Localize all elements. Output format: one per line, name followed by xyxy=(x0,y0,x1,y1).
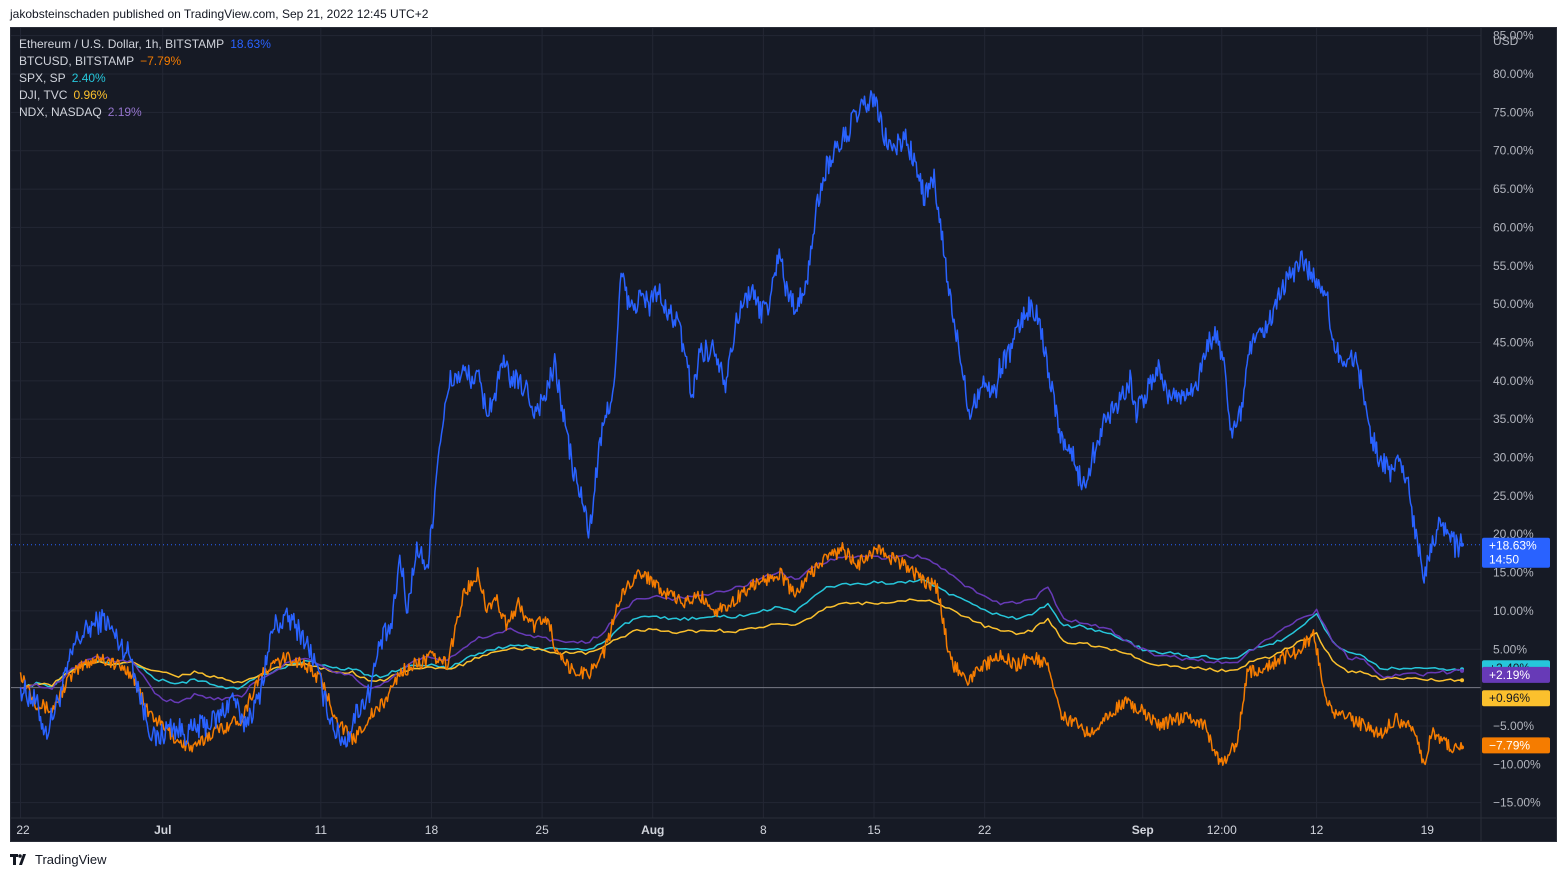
tradingview-logo-text: TradingView xyxy=(35,852,107,867)
legend-name-spx: SPX, SP xyxy=(19,71,66,85)
tradingview-logo-icon xyxy=(10,853,26,865)
series-last-point-btc xyxy=(1460,745,1465,750)
price-badge-dji xyxy=(1482,690,1550,707)
y-tick-label: 5.00% xyxy=(1493,642,1527,656)
legend-value-dji: 0.96% xyxy=(73,88,108,102)
x-tick-label: 8 xyxy=(760,823,767,837)
price-badge-text-eth: +18.63% xyxy=(1489,539,1537,553)
series-last-point-ndx xyxy=(1460,668,1465,673)
legend-value-ndx: 2.19% xyxy=(107,105,142,119)
x-tick-label: 11 xyxy=(315,823,328,837)
legend-row-spx[interactable]: SPX, SP 2.40% xyxy=(19,70,271,87)
legend-name-dji: DJI, TVC xyxy=(19,88,68,102)
y-tick-label: 50.00% xyxy=(1493,297,1534,311)
x-tick-label: 12:00 xyxy=(1207,823,1237,837)
y-tick-label: 80.00% xyxy=(1493,67,1534,81)
x-tick-label: Aug xyxy=(641,823,664,837)
price-badge-text-ndx: +2.19% xyxy=(1489,668,1530,682)
y-tick-label: 85.00% xyxy=(1493,29,1534,43)
price-badge-text-btc: −7.79% xyxy=(1489,738,1530,752)
y-tick-label: 35.00% xyxy=(1493,412,1534,426)
y-tick-label: 15.00% xyxy=(1493,566,1534,580)
y-tick-label: 40.00% xyxy=(1493,374,1534,388)
x-tick-label: Sep xyxy=(1132,823,1154,837)
series-last-point-dji xyxy=(1460,678,1465,683)
y-tick-label: 20.00% xyxy=(1493,527,1534,541)
x-tick-label: 22 xyxy=(16,823,30,837)
y-tick-label: −15.00% xyxy=(1493,796,1541,810)
price-badge-time-eth: 14:50 xyxy=(1489,553,1519,567)
legend-name-ndx: NDX, NASDAQ xyxy=(19,105,102,119)
legend-row-ndx[interactable]: NDX, NASDAQ 2.19% xyxy=(19,104,271,121)
publisher-line: jakobsteinschaden published on TradingVi… xyxy=(10,7,429,21)
series-last-point-eth xyxy=(1460,542,1465,547)
y-tick-label: 70.00% xyxy=(1493,144,1534,158)
price-badge-text-dji: +0.96% xyxy=(1489,691,1530,705)
legend-name-eth: Ethereum / U.S. Dollar, 1h, BITSTAMP xyxy=(19,37,225,51)
series-line-eth[interactable] xyxy=(19,90,1463,748)
y-tick-label: 25.00% xyxy=(1493,489,1534,503)
legend-row-dji[interactable]: DJI, TVC 0.96% xyxy=(19,87,271,104)
legend: Ethereum / U.S. Dollar, 1h, BITSTAMP 18.6… xyxy=(19,36,271,121)
y-tick-label: 30.00% xyxy=(1493,451,1534,465)
y-axis-unit: USD xyxy=(1493,34,1519,48)
price-badge-eth xyxy=(1482,537,1550,568)
y-tick-label: −5.00% xyxy=(1493,719,1534,733)
series-line-spx[interactable] xyxy=(20,578,1463,690)
legend-row-btc[interactable]: BTCUSD, BITSTAMP −7.79% xyxy=(19,53,271,70)
legend-row-eth[interactable]: Ethereum / U.S. Dollar, 1h, BITSTAMP 18.6… xyxy=(19,36,271,53)
series-line-btc[interactable] xyxy=(19,541,1463,766)
tradingview-footer[interactable]: TradingView xyxy=(10,852,107,867)
y-tick-label: 60.00% xyxy=(1493,220,1534,234)
series-line-ndx[interactable] xyxy=(20,554,1463,704)
chart-area[interactable]: 85.00% 80.00% 75.00% 70.00% 65.00% 60.00% 55.0… xyxy=(10,27,1557,842)
legend-value-spx: 2.40% xyxy=(71,71,106,85)
x-tick-label: 25 xyxy=(535,823,549,837)
y-tick-label: 65.00% xyxy=(1493,182,1534,196)
x-tick-label: 19 xyxy=(1421,823,1435,837)
legend-name-btc: BTCUSD, BITSTAMP xyxy=(19,54,135,68)
legend-value-btc: −7.79% xyxy=(140,54,182,68)
x-tick-label: 18 xyxy=(425,823,439,837)
chart-svg[interactable]: 85.00%80.00%75.00%70.00%65.00%60.00%55.0… xyxy=(11,28,1556,841)
x-tick-label: Jul xyxy=(154,823,171,837)
y-tick-label: −10.00% xyxy=(1493,757,1541,771)
y-tick-label: 10.00% xyxy=(1493,604,1534,618)
x-tick-label: 12 xyxy=(1310,823,1324,837)
legend-value-eth: 18.63% xyxy=(230,37,271,51)
y-tick-label: 45.00% xyxy=(1493,335,1534,349)
price-badge-ndx xyxy=(1482,666,1550,683)
series-line-dji[interactable] xyxy=(20,598,1463,689)
x-tick-label: 22 xyxy=(978,823,992,837)
y-tick-label: 75.00% xyxy=(1493,105,1534,119)
y-tick-label: 55.00% xyxy=(1493,259,1534,273)
x-tick-label: 15 xyxy=(867,823,881,837)
price-badge-btc xyxy=(1482,737,1550,754)
